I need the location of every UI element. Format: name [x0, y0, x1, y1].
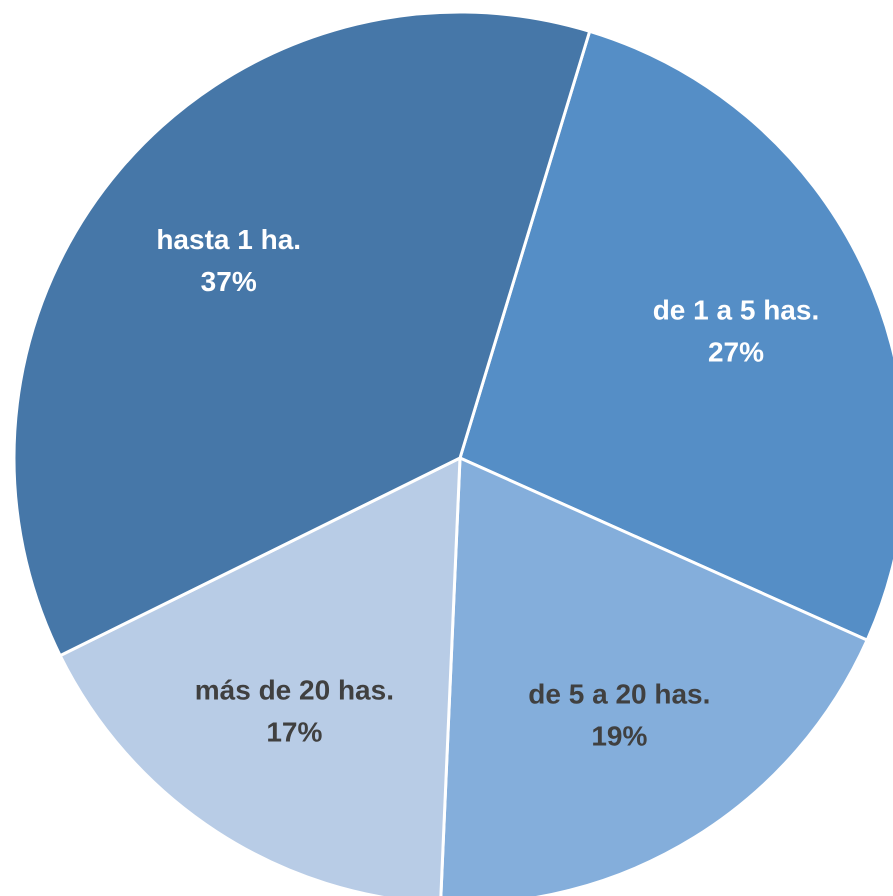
slice-category-label: de 1 a 5 has.: [653, 295, 820, 326]
slice-value-label: 27%: [708, 337, 764, 368]
slice-value-label: 19%: [591, 720, 647, 751]
pie-slice: [58, 455, 462, 896]
slice-category-label: más de 20 has.: [195, 674, 394, 705]
pie-slice: [12, 10, 592, 658]
slice-value-label: 17%: [266, 716, 322, 747]
slice-category-label: de 5 a 20 has.: [528, 678, 710, 709]
slice-category-label: hasta 1 ha.: [156, 224, 301, 255]
pie-slice: [458, 29, 893, 643]
slice-value-label: 37%: [201, 266, 257, 297]
pie-slice: [439, 455, 870, 896]
